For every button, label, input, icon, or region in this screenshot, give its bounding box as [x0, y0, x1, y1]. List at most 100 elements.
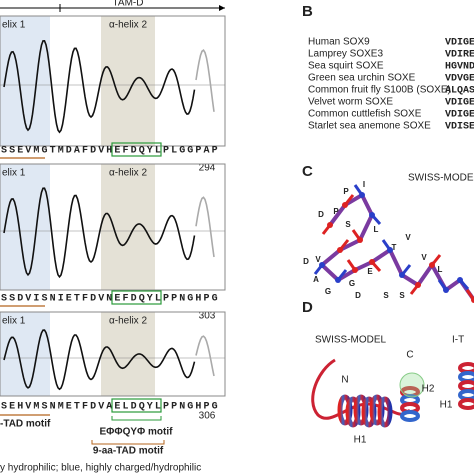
end-number: 294 — [199, 163, 216, 174]
atom — [335, 277, 341, 283]
hydropathy-wave-tail — [195, 196, 215, 258]
header: TAM-D — [113, 0, 144, 9]
residue-label: S — [345, 220, 351, 229]
helix-turn — [458, 380, 474, 392]
helix1-shade — [0, 164, 50, 290]
highlight — [399, 372, 425, 398]
helix-turn — [400, 410, 420, 422]
atom — [369, 212, 375, 218]
residue: E — [114, 402, 120, 413]
atom — [342, 202, 348, 208]
residue: M — [58, 146, 64, 157]
residue: H — [17, 402, 23, 413]
atom — [429, 262, 435, 268]
species-name: Lamprey SOXE3 — [308, 49, 383, 60]
residue-label: V — [405, 233, 411, 242]
panel-label: B — [302, 3, 313, 20]
residue: G — [187, 402, 193, 413]
residue: V — [25, 402, 31, 413]
helix2-shade — [101, 164, 155, 290]
residue-label: T — [392, 243, 397, 252]
residue: L — [155, 402, 161, 413]
species-name: Human SOX9 — [308, 37, 370, 48]
residue: F — [123, 146, 129, 157]
residue: N — [179, 402, 185, 413]
residue: E — [66, 294, 72, 305]
residue: V — [25, 146, 31, 157]
species-name: Velvet worm SOXE — [308, 97, 393, 108]
residue: P — [171, 402, 177, 413]
residue: L — [155, 146, 161, 157]
species-name: Common cuttlefish SOXE — [308, 109, 422, 120]
residue: D — [90, 294, 96, 305]
helix-turn — [377, 396, 393, 428]
residue: N — [106, 294, 112, 305]
residue-label: L — [438, 265, 443, 274]
residue: T — [50, 146, 56, 157]
hydropathy-wave — [3, 329, 196, 391]
residue-label: D — [303, 257, 309, 266]
motif-box — [111, 398, 162, 413]
residue: Y — [147, 146, 153, 157]
residue-label: D — [318, 210, 324, 219]
residue-label: S — [383, 291, 389, 300]
atom — [471, 297, 474, 303]
residue: N — [50, 402, 56, 413]
residue-label: S — [399, 291, 405, 300]
residue: D — [17, 294, 23, 305]
residue: F — [123, 294, 129, 305]
species-name: Sea squirt SOXE — [308, 61, 384, 72]
residue: D — [66, 146, 72, 157]
atom — [327, 222, 333, 228]
residue: Q — [139, 146, 145, 157]
residue-label: G — [325, 287, 331, 296]
helix-turn — [458, 398, 474, 410]
plot-frame — [0, 163, 226, 291]
structure-label: N — [341, 375, 348, 386]
residue: A — [74, 146, 80, 157]
atom — [457, 277, 463, 283]
residue: S — [42, 402, 48, 413]
residue: V — [25, 294, 31, 305]
panel-b: B Human SOX9 VDIGELSSDV Lamprey SOXE3 VDIREL… — [302, 3, 474, 133]
residue: P — [163, 294, 169, 305]
species-sequence: VDVGELSSDV — [445, 74, 474, 85]
structure-label: C — [406, 350, 413, 361]
model-title: I-T — [452, 335, 464, 346]
residue: H — [195, 294, 201, 305]
helix1-label: elix 1 — [2, 20, 26, 31]
residue: S — [1, 402, 7, 413]
residue: P — [163, 146, 169, 157]
model-title: SWISS-MODEL — [408, 173, 474, 184]
structure-label: H2 — [422, 384, 435, 395]
residue: D — [90, 146, 96, 157]
helix-turn — [458, 389, 474, 401]
residue: G — [42, 146, 48, 157]
helix2-shade — [101, 16, 155, 146]
residue: Q — [139, 402, 145, 413]
plot-frame — [0, 311, 226, 397]
residue: G — [179, 146, 185, 157]
backbone — [318, 192, 474, 302]
residue-label: A — [313, 275, 319, 284]
residue: M — [33, 146, 39, 157]
residue: G — [212, 402, 218, 413]
species-name: Green sea urchin SOXE — [308, 73, 416, 84]
residue-label: P — [343, 187, 349, 196]
residue: S — [9, 294, 15, 305]
residue: D — [131, 294, 137, 305]
residue-label: V — [421, 253, 427, 262]
residue-label: I — [363, 180, 365, 189]
residue: E — [17, 146, 23, 157]
helix2-label: α-helix 2 — [109, 20, 147, 31]
atom — [443, 287, 449, 293]
residue: H — [195, 402, 201, 413]
residue: Y — [147, 294, 153, 305]
motif-box — [111, 290, 162, 305]
residue: L — [171, 146, 177, 157]
species-sequence: VDIGELSSDV — [445, 98, 474, 109]
atom — [319, 262, 325, 268]
motif-box — [111, 142, 162, 157]
